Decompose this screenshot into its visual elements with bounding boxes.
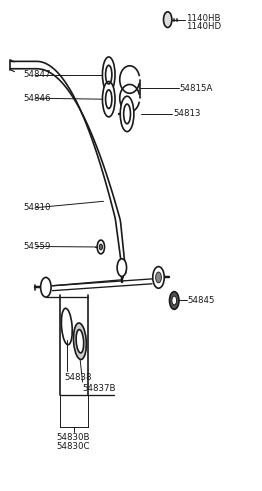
- Text: 1140HB: 1140HB: [186, 14, 221, 23]
- Circle shape: [170, 292, 179, 309]
- Circle shape: [156, 272, 161, 283]
- Circle shape: [117, 259, 127, 276]
- Circle shape: [97, 240, 105, 254]
- Text: 54813: 54813: [173, 109, 200, 118]
- Text: 54830B: 54830B: [56, 434, 90, 442]
- Text: 54846: 54846: [24, 94, 51, 103]
- Text: 1140HD: 1140HD: [186, 22, 221, 30]
- Text: 54810: 54810: [24, 203, 51, 212]
- Circle shape: [163, 12, 172, 27]
- Ellipse shape: [102, 57, 115, 92]
- Circle shape: [172, 296, 177, 305]
- Circle shape: [99, 244, 102, 250]
- Circle shape: [153, 267, 164, 288]
- Ellipse shape: [73, 323, 86, 359]
- Text: 54847: 54847: [24, 70, 51, 79]
- Ellipse shape: [120, 96, 134, 132]
- Text: 54815A: 54815A: [179, 84, 213, 93]
- Ellipse shape: [76, 329, 84, 353]
- Text: 54830C: 54830C: [56, 442, 90, 451]
- Text: 54559: 54559: [24, 242, 51, 251]
- Text: 54838: 54838: [64, 373, 92, 382]
- Text: 54837B: 54837B: [83, 384, 116, 393]
- Text: 54845: 54845: [187, 296, 215, 305]
- Ellipse shape: [102, 82, 115, 117]
- Circle shape: [41, 277, 51, 297]
